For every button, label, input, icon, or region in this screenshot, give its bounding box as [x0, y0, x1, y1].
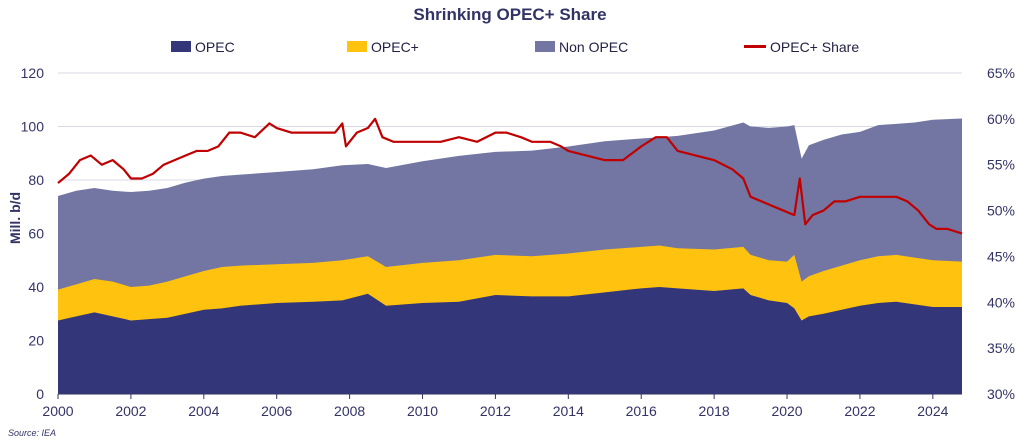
x-tick-label-2024: 2024 — [917, 403, 948, 419]
y-tick-label-40: 40 — [28, 279, 44, 295]
legend-swatch-opec — [171, 41, 191, 52]
x-tick-label-2022: 2022 — [844, 403, 875, 419]
area-opec — [58, 287, 962, 394]
y2-tick-label-65pct: 65% — [987, 65, 1015, 81]
y-tick-label-120: 120 — [21, 65, 45, 81]
x-tick-label-2002: 2002 — [115, 403, 146, 419]
stacked-areas — [58, 118, 962, 394]
share-line-layer — [57, 117, 963, 235]
legend: OPEC OPEC+ Non OPEC OPEC+ Share — [171, 39, 859, 55]
legend-label-opec: OPEC — [195, 39, 235, 55]
legend-swatch-opec-plus — [347, 41, 367, 52]
y-tick-label-60: 60 — [28, 226, 44, 242]
chart-title: Shrinking OPEC+ Share — [413, 5, 606, 24]
y-tick-label-100: 100 — [21, 119, 45, 135]
legend-label-opec-plus: OPEC+ — [371, 39, 419, 55]
y2-tick-label-50pct: 50% — [987, 203, 1015, 219]
y-axis-left: 0 20 40 60 80 100 120 — [21, 65, 45, 402]
x-axis: 2000 2002 2004 2006 2008 2010 2012 2014 2016 2018… — [42, 393, 962, 419]
y2-tick-label-35pct: 35% — [987, 340, 1015, 356]
legend-label-non-opec: Non OPEC — [559, 39, 628, 55]
x-tick-label-2020: 2020 — [771, 403, 802, 419]
legend-swatch-non-opec — [535, 41, 555, 52]
legend-label-opec-plus-share: OPEC+ Share — [770, 39, 859, 55]
y-axis-right: 30% 35% 40% 45% 50% 55% 60% 65% — [987, 65, 1015, 402]
y2-tick-label-30pct: 30% — [987, 386, 1015, 402]
y2-tick-label-45pct: 45% — [987, 248, 1015, 264]
y2-tick-label-40pct: 40% — [987, 294, 1015, 310]
line-opec-plus-share — [57, 117, 963, 235]
y-tick-label-0: 0 — [36, 386, 44, 402]
x-tick-label-2018: 2018 — [699, 403, 730, 419]
y-axis-label: Mill. b/d — [7, 192, 23, 244]
y-tick-label-80: 80 — [28, 172, 44, 188]
y-tick-label-20: 20 — [28, 333, 44, 349]
x-tick-label-2008: 2008 — [334, 403, 365, 419]
x-tick-label-2016: 2016 — [626, 403, 657, 419]
x-tick-label-2012: 2012 — [480, 403, 511, 419]
x-tick-label-2004: 2004 — [188, 403, 219, 419]
source-note: Source: IEA — [8, 428, 56, 438]
x-tick-label-2010: 2010 — [407, 403, 438, 419]
x-tick-label-2006: 2006 — [261, 403, 292, 419]
y2-tick-label-55pct: 55% — [987, 157, 1015, 173]
x-tick-label-2000: 2000 — [42, 403, 73, 419]
x-tick-label-2014: 2014 — [553, 403, 584, 419]
y2-tick-label-60pct: 60% — [987, 111, 1015, 127]
